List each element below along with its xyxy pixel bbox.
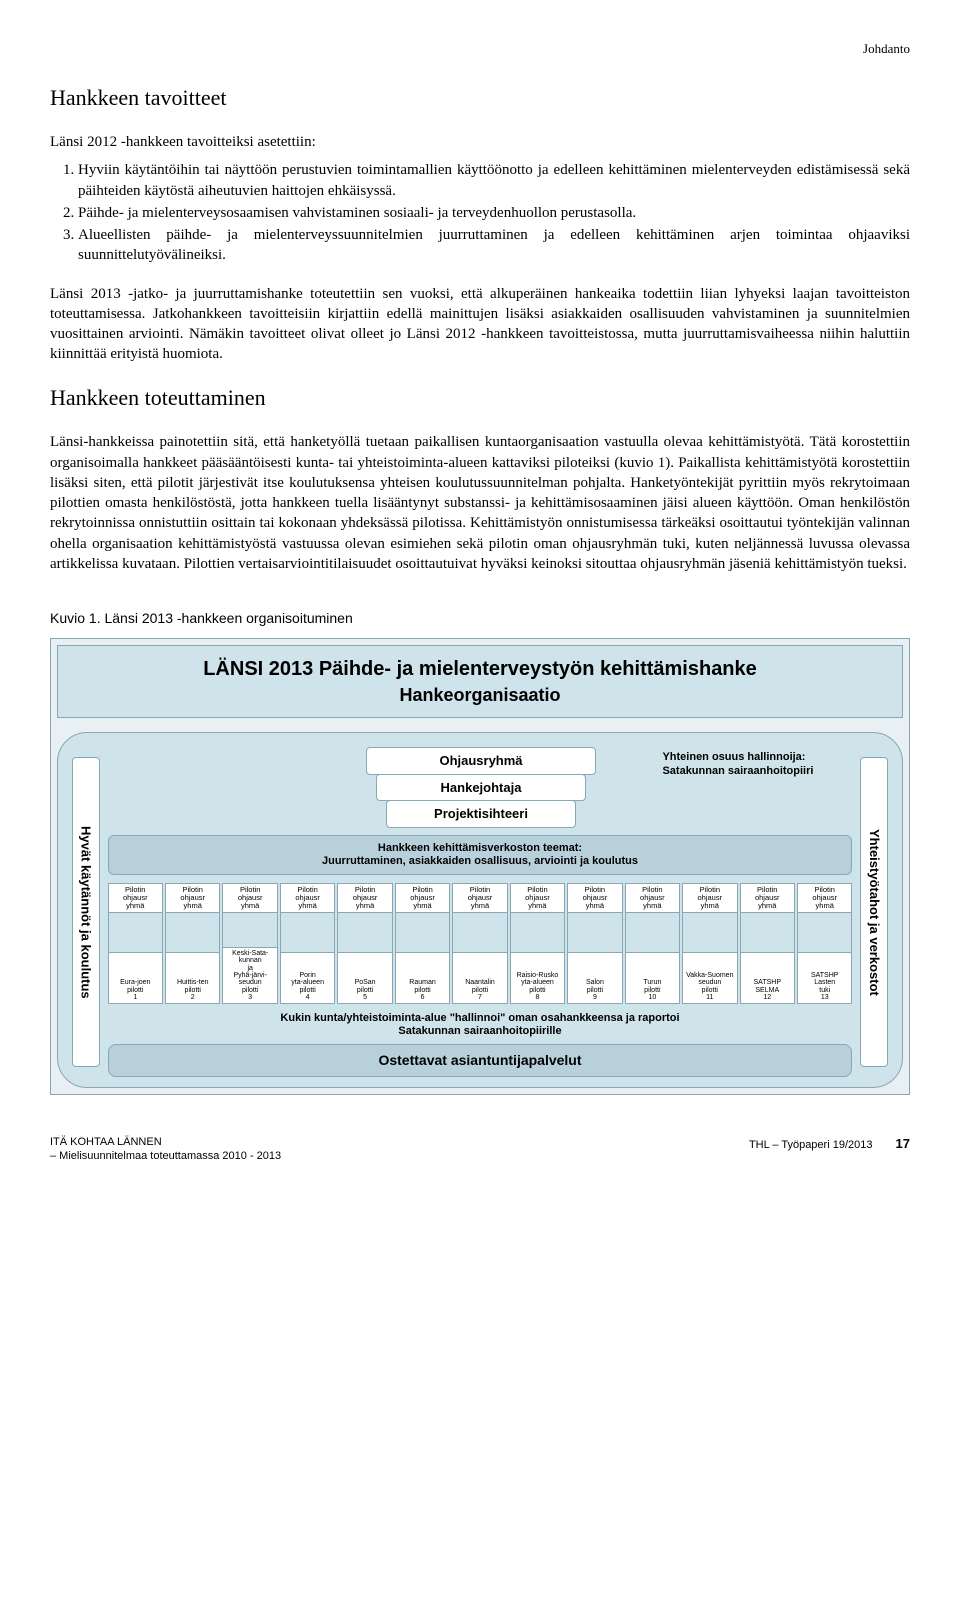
pilot-name: Keski-Sata-kunnanjaPyhä-järvi-seudunpilo… — [222, 947, 277, 1004]
diagram-body: Hyvät käytännöt ja koulutus Ohjausryhmä … — [57, 732, 903, 1087]
pilot-column: Pilotinohjausryhmä Raisio-Ruskoyta-alueen… — [510, 883, 565, 1004]
objectives-list: Hyviin käytäntöihin tai näyttöön perustu… — [50, 160, 910, 265]
pilot-connector — [395, 913, 450, 952]
diagram-top-row: Ohjausryhmä Hankejohtaja Projektisihteer… — [108, 747, 853, 827]
pilot-name: Turunpilotti10 — [625, 952, 680, 1004]
diagram-title-line1: LÄNSI 2013 Päihde- ja mielenterveystyön … — [68, 656, 892, 683]
pilot-column: Pilotinohjausryhmä SATSHPSELMA12 — [740, 883, 795, 1004]
theme-line2: Juurruttaminen, asiakkaiden osallisuus, … — [113, 855, 848, 868]
bottom-note-l1: Kukin kunta/yhteistoiminta-alue "hallinn… — [108, 1012, 853, 1025]
services-bar: Ostettavat asiantuntijapalvelut — [108, 1044, 853, 1077]
bottom-note: Kukin kunta/yhteistoiminta-alue "hallinn… — [108, 1012, 853, 1037]
pilot-ohjausryhma: Pilotinohjausryhmä — [510, 883, 565, 913]
pilot-name: Porinyta-alueenpilotti4 — [280, 952, 335, 1004]
footer-left-l2: – Mielisuunnitelmaa toteuttamassa 2010 -… — [50, 1150, 281, 1162]
pilot-column: Pilotinohjausryhmä Porinyta-alueenpilotti… — [280, 883, 335, 1004]
pilot-column: Pilotinohjausryhmä Vakka-Suomenseudunpilo… — [682, 883, 737, 1004]
pilot-connector — [567, 913, 622, 952]
pilot-connector — [222, 913, 277, 947]
pilot-column: Pilotinohjausryhmä PoSanpilotti5 — [337, 883, 392, 1004]
pilot-connector — [108, 913, 163, 952]
left-side-label: Hyvät käytännöt ja koulutus — [72, 757, 100, 1066]
pilot-column: Pilotinohjausryhmä Huittis-tenpilotti2 — [165, 883, 220, 1004]
pilot-name: Raisio-Ruskoyta-alueenpilotti8 — [510, 952, 565, 1004]
pilot-name: SATSHPLastentuki13 — [797, 952, 852, 1004]
pilot-ohjausryhma: Pilotinohjausryhmä — [108, 883, 163, 913]
pilot-ohjausryhma: Pilotinohjausryhmä — [395, 883, 450, 913]
diagram-center: Ohjausryhmä Hankejohtaja Projektisihteer… — [104, 747, 857, 1076]
pilot-column: Pilotinohjausryhmä Eura-joenpilotti1 — [108, 883, 163, 1004]
pilot-ohjausryhma: Pilotinohjausryhmä — [280, 883, 335, 913]
admin-note: Yhteinen osuus hallinnoija: Satakunnan s… — [662, 747, 852, 777]
pilot-ohjausryhma: Pilotinohjausryhmä — [452, 883, 507, 913]
pilot-column: Pilotinohjausryhmä SATSHPLastentuki13 — [797, 883, 852, 1004]
objective-item: Hyviin käytäntöihin tai näyttöön perustu… — [78, 160, 910, 201]
pilot-column: Pilotinohjausryhmä Salonpilotti9 — [567, 883, 622, 1004]
pilot-column: Pilotinohjausryhmä Naantalinpilotti7 — [452, 883, 507, 1004]
pilot-name: Huittis-tenpilotti2 — [165, 952, 220, 1004]
pilot-name: Salonpilotti9 — [567, 952, 622, 1004]
pilot-connector — [625, 913, 680, 952]
pilot-ohjausryhma: Pilotinohjausryhmä — [222, 883, 277, 913]
footer-right-text: THL – Työpaperi 19/2013 — [749, 1139, 873, 1151]
pilots-row: PilotinohjausryhmäEura-joenpilotti1Pilot… — [108, 883, 853, 1004]
pilot-connector — [797, 913, 852, 952]
pilot-name: PoSanpilotti5 — [337, 952, 392, 1004]
pilot-connector — [165, 913, 220, 952]
pilot-name: Eura-joenpilotti1 — [108, 952, 163, 1004]
diagram-title-line2: Hankeorganisaatio — [68, 683, 892, 707]
objectives-intro: Länsi 2012 -hankkeen tavoitteiksi asetet… — [50, 132, 910, 152]
pilot-column: Pilotinohjausryhmä Raumanpilotti6 — [395, 883, 450, 1004]
governance-stack: Ohjausryhmä Hankejohtaja Projektisihteer… — [308, 747, 655, 827]
pilot-ohjausryhma: Pilotinohjausryhmä — [625, 883, 680, 913]
pilot-ohjausryhma: Pilotinohjausryhmä — [682, 883, 737, 913]
footer-right: THL – Työpaperi 19/2013 17 — [749, 1135, 910, 1165]
pilot-connector — [280, 913, 335, 952]
page-footer: ITÄ KOHTAA LÄNNEN – Mielisuunnitelmaa to… — [50, 1135, 910, 1165]
pilot-connector — [740, 913, 795, 952]
page-number: 17 — [896, 1136, 910, 1151]
objective-item: Alueellisten päihde- ja mielenterveyssuu… — [78, 225, 910, 266]
footer-left: ITÄ KOHTAA LÄNNEN – Mielisuunnitelmaa to… — [50, 1135, 281, 1165]
theme-bar: Hankkeen kehittämisverkoston teemat: Juu… — [108, 835, 853, 875]
theme-line1: Hankkeen kehittämisverkoston teemat: — [113, 842, 848, 855]
stack-hankejohtaja: Hankejohtaja — [376, 774, 586, 802]
diagram-title-box: LÄNSI 2013 Päihde- ja mielenterveystyön … — [57, 645, 903, 718]
pilot-ohjausryhma: Pilotinohjausryhmä — [165, 883, 220, 913]
right-side-label: Yhteistyötahot ja verkostot — [860, 757, 888, 1066]
pilot-connector — [510, 913, 565, 952]
figure-caption: Kuvio 1. Länsi 2013 -hankkeen organisoit… — [50, 609, 910, 628]
paragraph-1: Länsi 2013 -jatko- ja juurruttamishanke … — [50, 284, 910, 365]
stack-projektisihteeri: Projektisihteeri — [386, 800, 576, 828]
pilot-connector — [452, 913, 507, 952]
pilot-ohjausryhma: Pilotinohjausryhmä — [567, 883, 622, 913]
chapter-header: Johdanto — [50, 40, 910, 58]
pilot-ohjausryhma: Pilotinohjausryhmä — [740, 883, 795, 913]
section-title-1: Hankkeen tavoitteet — [50, 83, 910, 113]
footer-left-l1: ITÄ KOHTAA LÄNNEN — [50, 1136, 162, 1148]
paragraph-2: Länsi-hankkeissa painotettiin sitä, että… — [50, 432, 910, 574]
bottom-note-l2: Satakunnan sairaanhoitopiirille — [108, 1025, 853, 1038]
pilot-connector — [337, 913, 392, 952]
pilot-name: Naantalinpilotti7 — [452, 952, 507, 1004]
pilot-ohjausryhma: Pilotinohjausryhmä — [337, 883, 392, 913]
section-title-2: Hankkeen toteuttaminen — [50, 383, 910, 413]
pilot-ohjausryhma: Pilotinohjausryhmä — [797, 883, 852, 913]
pilot-column: Pilotinohjausryhmä Turunpilotti10 — [625, 883, 680, 1004]
pilot-connector — [682, 913, 737, 952]
stack-ohjausryhma: Ohjausryhmä — [366, 747, 596, 775]
org-diagram: LÄNSI 2013 Päihde- ja mielenterveystyön … — [50, 638, 910, 1095]
pilot-name: Vakka-Suomenseudunpilotti11 — [682, 952, 737, 1004]
pilot-name: Raumanpilotti6 — [395, 952, 450, 1004]
objective-item: Päihde- ja mielenterveysosaamisen vahvis… — [78, 203, 910, 223]
pilot-name: SATSHPSELMA12 — [740, 952, 795, 1004]
pilot-column: Pilotinohjausryhmä Keski-Sata-kunnanjaPyh… — [222, 883, 277, 1004]
